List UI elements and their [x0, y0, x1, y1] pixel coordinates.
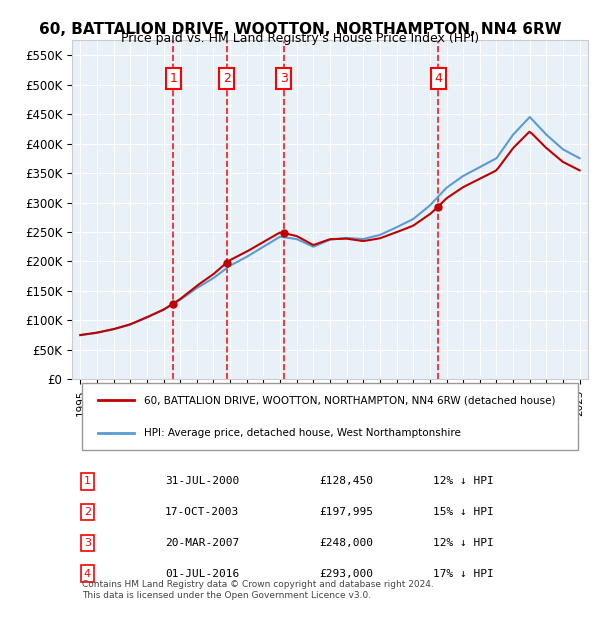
Text: 17-OCT-2003: 17-OCT-2003 [165, 507, 239, 517]
Text: £248,000: £248,000 [320, 538, 374, 548]
Text: 1: 1 [169, 72, 177, 85]
Text: 60, BATTALION DRIVE, WOOTTON, NORTHAMPTON, NN4 6RW: 60, BATTALION DRIVE, WOOTTON, NORTHAMPTO… [38, 22, 562, 37]
FancyBboxPatch shape [82, 383, 578, 449]
Text: 2: 2 [84, 507, 91, 517]
Text: 2: 2 [223, 72, 230, 85]
Text: 12% ↓ HPI: 12% ↓ HPI [433, 538, 494, 548]
Text: HPI: Average price, detached house, West Northamptonshire: HPI: Average price, detached house, West… [144, 428, 461, 438]
Text: £128,450: £128,450 [320, 476, 374, 486]
Text: Contains HM Land Registry data © Crown copyright and database right 2024.
This d: Contains HM Land Registry data © Crown c… [82, 580, 434, 600]
Text: 01-JUL-2016: 01-JUL-2016 [165, 569, 239, 578]
Text: 20-MAR-2007: 20-MAR-2007 [165, 538, 239, 548]
Text: 17% ↓ HPI: 17% ↓ HPI [433, 569, 494, 578]
Text: 12% ↓ HPI: 12% ↓ HPI [433, 476, 494, 486]
Text: 4: 4 [434, 72, 442, 85]
Text: 60, BATTALION DRIVE, WOOTTON, NORTHAMPTON, NN4 6RW (detached house): 60, BATTALION DRIVE, WOOTTON, NORTHAMPTO… [144, 395, 556, 405]
Text: 1: 1 [84, 476, 91, 486]
Text: 4: 4 [84, 569, 91, 578]
Text: Price paid vs. HM Land Registry's House Price Index (HPI): Price paid vs. HM Land Registry's House … [121, 32, 479, 45]
Text: 15% ↓ HPI: 15% ↓ HPI [433, 507, 494, 517]
Text: 3: 3 [280, 72, 287, 85]
Text: 31-JUL-2000: 31-JUL-2000 [165, 476, 239, 486]
Text: £293,000: £293,000 [320, 569, 374, 578]
Text: £197,995: £197,995 [320, 507, 374, 517]
Text: 3: 3 [84, 538, 91, 548]
